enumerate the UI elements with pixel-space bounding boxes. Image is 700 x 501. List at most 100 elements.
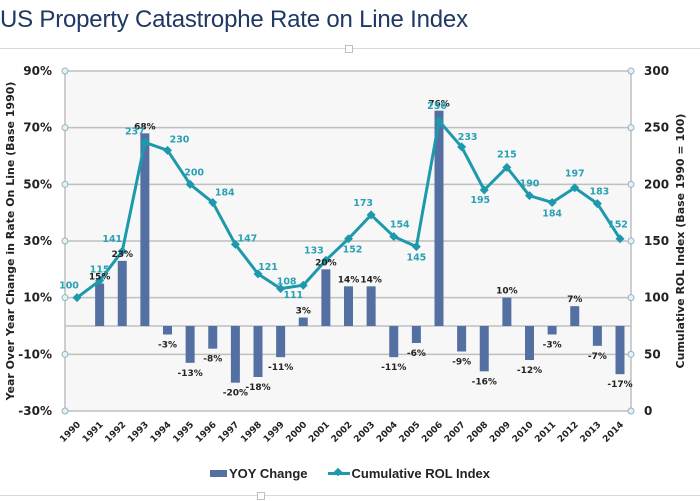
marker-1998 (253, 269, 263, 279)
marker-2012 (570, 183, 580, 193)
marker-2006 (434, 116, 444, 126)
x-tick-label: 1991 (81, 420, 106, 445)
bar-2011 (547, 326, 557, 335)
tick-mark-left (61, 407, 69, 415)
legend-item-yoy-change[interactable]: YOY Change (210, 466, 308, 481)
bar-series (95, 110, 625, 383)
y-tick-right-label: 150 (644, 234, 669, 248)
tick-mark-right (627, 407, 635, 415)
bar-label-1994: -3% (158, 341, 177, 351)
bar-label-2008: -16% (472, 377, 497, 387)
line-label-2000: 111 (283, 290, 303, 301)
x-tick-label: 1999 (262, 420, 287, 445)
line-label-2007: 233 (458, 132, 478, 143)
bar-label-1996: -8% (203, 355, 222, 365)
bar-label-1998: -18% (245, 383, 270, 393)
y-tick-right-label: 0 (644, 404, 652, 418)
marker-2014 (615, 234, 625, 244)
bar-1995 (185, 326, 195, 363)
line-label-1995: 200 (184, 167, 204, 178)
y-tick-left-label: -30% (18, 404, 52, 418)
line-label-2010: 190 (520, 179, 540, 190)
bar-label-2006: 76% (428, 100, 450, 110)
line-label-2008: 195 (470, 195, 490, 206)
marker-1993 (140, 137, 150, 147)
y-axis-right-title: Cumulative ROL Index (Base 1990 = 100) (674, 114, 687, 369)
marker-2011 (547, 197, 557, 207)
bar-label-1999: -11% (268, 363, 293, 373)
marker-2008 (479, 185, 489, 195)
tick-mark-left (61, 350, 69, 358)
bar-2012 (570, 306, 580, 326)
legend-label: Cumulative ROL Index (351, 466, 490, 481)
line-label-2004: 154 (390, 219, 410, 230)
tick-mark-left (61, 124, 69, 132)
x-tick-label: 1995 (171, 420, 196, 445)
resize-handle-bottom[interactable] (257, 492, 265, 500)
bar-1998 (253, 326, 263, 377)
bar-label-2009: 10% (496, 287, 518, 297)
legend-label: YOY Change (229, 466, 308, 481)
y-tick-right-label: 200 (644, 177, 669, 191)
bar-label-1995: -13% (177, 369, 202, 379)
line-markers (72, 116, 625, 303)
bar-1997 (230, 326, 240, 383)
bar-2000 (298, 317, 308, 326)
x-tick-label: 2013 (579, 420, 604, 445)
marker-2013 (592, 199, 602, 209)
x-tick-label: 2004 (375, 420, 400, 445)
chart-frame-bottom (0, 495, 700, 496)
bar-label-2011: -3% (543, 341, 562, 351)
line-label-1990: 100 (59, 281, 79, 292)
y-tick-right-label: 100 (644, 291, 669, 305)
legend-item-cumulative-rol[interactable]: Cumulative ROL Index (327, 466, 490, 481)
marker-2007 (457, 142, 467, 152)
tick-mark-right (627, 180, 635, 188)
chart-legend: YOY Change Cumulative ROL Index (0, 466, 700, 481)
bar-label-2013: -7% (588, 352, 607, 362)
bar-2003 (366, 286, 376, 326)
line-label-1991: 115 (90, 265, 110, 276)
bar-1993 (140, 133, 150, 326)
line-data-labels: 100 115 141 237 230 200 184 147 121 108 111 133 152 1… (59, 101, 628, 301)
bar-swatch-icon (210, 470, 227, 477)
marker-2009 (502, 162, 512, 172)
resize-handle-top[interactable] (345, 45, 353, 53)
tick-mark-right (627, 350, 635, 358)
line-label-2013: 183 (589, 187, 609, 198)
x-tick-label: 2014 (601, 420, 626, 445)
x-tick-label: 2002 (330, 420, 355, 445)
bar-label-2000: 3% (296, 307, 311, 317)
y-tick-left-label: 10% (23, 291, 52, 305)
x-tick-label: 2001 (307, 420, 332, 445)
bar-2014 (615, 326, 625, 375)
bar-1994 (163, 326, 172, 335)
bar-1996 (208, 326, 218, 349)
y-tick-left-label: 30% (23, 234, 52, 248)
bar-label-2005: -6% (407, 349, 426, 359)
line-label-2002: 152 (343, 245, 363, 256)
bar-data-labels: 15%23%68%-3%-13%-8%-20%-18%-11%3%20%14% 1… (89, 100, 633, 399)
line-label-2005: 145 (406, 253, 426, 264)
tick-mark-left (61, 180, 69, 188)
marker-2001 (321, 255, 331, 265)
y-tick-right-label: 300 (644, 64, 669, 78)
marker-2004 (389, 231, 399, 241)
bar-1992 (117, 260, 127, 326)
line-label-2009: 215 (497, 149, 517, 160)
marker-1996 (208, 197, 218, 207)
y-tick-right-label: 50 (644, 347, 661, 361)
x-tick-label: 2007 (443, 420, 468, 445)
bar-label-2003: 14% (360, 275, 382, 285)
marker-1992 (117, 246, 127, 256)
tick-mark-right (627, 124, 635, 132)
line-label-1999: 108 (277, 277, 297, 288)
tick-mark-right (627, 294, 635, 302)
bar-2013 (592, 326, 602, 346)
marker-1990 (72, 293, 82, 303)
y-tick-left-label: 70% (23, 121, 52, 135)
bar-2007 (457, 326, 467, 352)
bar-2008 (479, 326, 489, 372)
bar-label-2014: -17% (607, 380, 632, 390)
line-label-2006: 256 (427, 101, 447, 112)
